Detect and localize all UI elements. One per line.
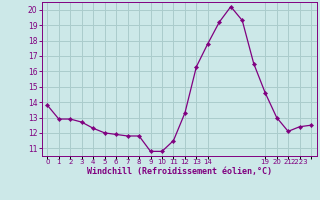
X-axis label: Windchill (Refroidissement éolien,°C): Windchill (Refroidissement éolien,°C)	[87, 167, 272, 176]
